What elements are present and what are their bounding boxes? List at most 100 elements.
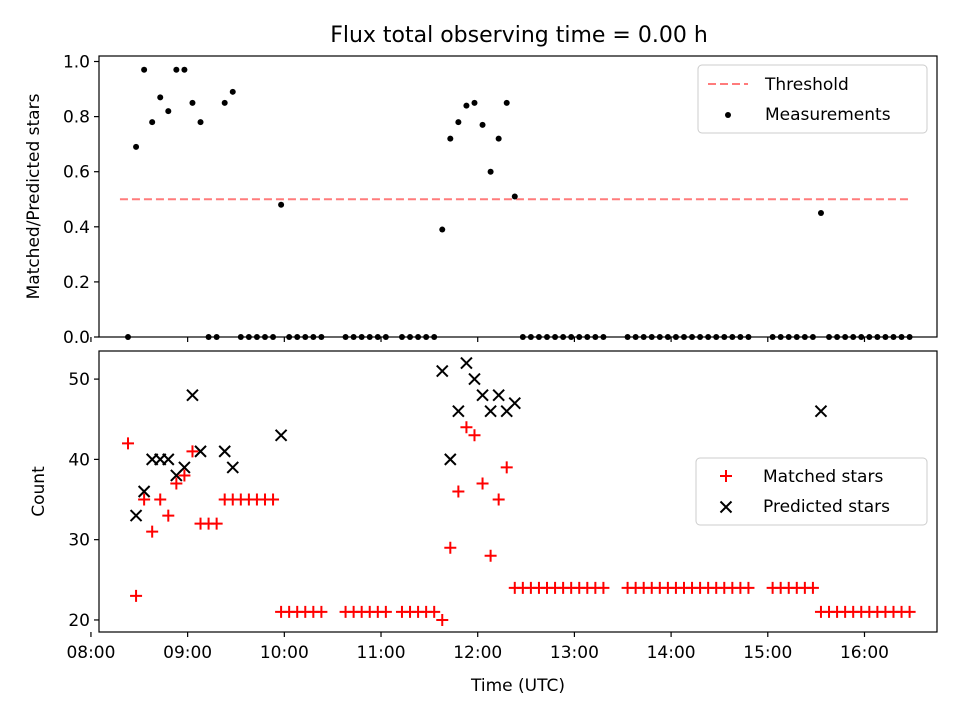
x-tick-label: 11:00 — [357, 643, 406, 663]
x-axis-label: Time (UTC) — [470, 676, 565, 696]
y-axis-label-bottom: Count — [29, 466, 49, 517]
legend-bottom-box — [695, 457, 928, 526]
predicted-star-point — [460, 356, 473, 370]
matched-star-point — [162, 509, 175, 522]
y-tick-label-top: 0.2 — [63, 273, 90, 293]
y-tick-label-top: 1.0 — [63, 53, 90, 73]
matched-star-point — [806, 581, 819, 594]
measurement-point — [157, 94, 164, 101]
predicted-star-point — [452, 405, 465, 418]
matched-star-point — [436, 613, 449, 626]
legend-matched-label: Matched stars — [763, 467, 883, 487]
y-tick-label-bottom: 30 — [68, 531, 90, 551]
bottom-panel-frame — [98, 350, 938, 633]
x-tick-label: 09:00 — [163, 643, 212, 663]
y-tick-label-bottom: 20 — [68, 611, 90, 631]
legend-bottom: Matched stars Predicted stars — [695, 457, 928, 526]
top-panel: 0.0 0.2 0.4 0.6 0.8 1.0 Matched/Predicted star… — [24, 53, 938, 348]
legend-measurements-label: Measurements — [765, 105, 891, 125]
predicted-star-point — [814, 405, 828, 418]
measurement-point — [479, 121, 486, 128]
legend-predicted-swatch — [719, 500, 733, 514]
matched-star-point — [444, 541, 457, 554]
matched-star-point — [452, 485, 465, 498]
measurement-point — [495, 135, 502, 142]
x-tick-label: 13:00 — [550, 643, 599, 663]
measurement-point — [447, 135, 454, 142]
x-tick-label: 14:00 — [647, 643, 696, 663]
predicted-star-point — [492, 388, 505, 402]
measurement-point — [455, 119, 462, 126]
top-panel-frame — [98, 55, 938, 338]
matched-star-point — [484, 549, 497, 562]
predicted-star-point — [226, 461, 239, 474]
measurement-point — [189, 99, 196, 106]
matched-star-point — [267, 493, 280, 506]
matched-star-point — [315, 605, 328, 618]
y-tick-label-top: 0.6 — [63, 163, 90, 183]
matched-star-point — [460, 421, 473, 434]
x-tick-label: 15:00 — [743, 643, 792, 663]
measurement-point — [511, 193, 518, 200]
y-tick-label-top: 0.4 — [63, 218, 90, 238]
measurement-point — [817, 210, 824, 217]
y-axis-label-top: Matched/Predicted stars — [24, 93, 44, 299]
matched-star-point — [476, 477, 489, 490]
measurement-point — [463, 102, 470, 109]
legend-threshold-label: Threshold — [764, 75, 849, 95]
matched-star-point — [178, 469, 191, 482]
y-tick-label-top: 0.8 — [63, 108, 90, 128]
predicted-star-point — [476, 388, 489, 402]
predicted-star-point — [218, 445, 231, 458]
measurement-point — [133, 143, 140, 150]
legend-measurements-swatch — [725, 112, 731, 118]
x-tick-label: 10:00 — [260, 643, 309, 663]
measurement-point — [165, 108, 172, 115]
y-tick-label-top: 0.0 — [63, 328, 90, 348]
matched-star-point — [154, 493, 167, 506]
matched-star-point — [597, 581, 610, 594]
matched-star-point — [138, 493, 151, 506]
legend-top-box — [697, 64, 928, 134]
predicted-star-point — [186, 388, 199, 402]
predicted-star-point — [129, 509, 143, 522]
measurement-point — [141, 66, 148, 73]
matched-star-point — [146, 525, 159, 538]
measurement-point — [229, 88, 236, 95]
legend-predicted-label: Predicted stars — [763, 497, 890, 517]
measurement-point — [487, 168, 494, 175]
measurement-point — [181, 66, 188, 73]
predicted-star-point — [508, 396, 521, 410]
predicted-star-point — [137, 485, 151, 498]
predicted-star-point — [484, 405, 497, 418]
matched-star-point — [379, 605, 392, 618]
legend-top: Threshold Measurements — [697, 64, 928, 134]
matched-star-point — [210, 517, 223, 530]
measurement-point — [439, 226, 446, 233]
measurement-point — [173, 66, 180, 73]
chart-title: Flux total observing time = 0.00 h — [330, 23, 708, 48]
matched-star-point — [428, 605, 441, 618]
x-tick-label: 08:00 — [66, 643, 115, 663]
matched-star-point — [903, 605, 916, 618]
predicted-star-point — [274, 429, 288, 442]
matched-star-point — [170, 477, 183, 490]
predicted-star-point — [468, 372, 481, 386]
measurement-point — [221, 99, 228, 106]
measurement-point — [149, 119, 156, 126]
predicted-star-point — [436, 364, 449, 378]
x-tick-label: 12:00 — [453, 643, 502, 663]
matched-star-point — [468, 429, 481, 442]
measurement-point — [503, 99, 510, 106]
matched-star-point — [122, 437, 135, 450]
matched-star-point — [186, 445, 199, 458]
matched-star-point — [500, 461, 513, 474]
predicted-star-point — [194, 445, 207, 458]
measurement-point — [197, 119, 204, 126]
bottom-panel: 20 30 40 50 08:00 09:00 10:00 11:00 12:00 13:00 14… — [29, 350, 938, 696]
predicted-star-point — [178, 461, 191, 474]
predicted-star-point — [162, 453, 175, 466]
y-tick-label-bottom: 50 — [68, 370, 90, 390]
matched-star-point — [742, 581, 755, 594]
